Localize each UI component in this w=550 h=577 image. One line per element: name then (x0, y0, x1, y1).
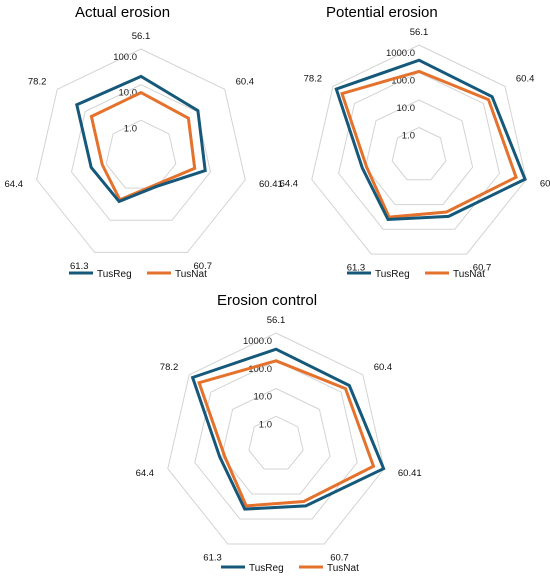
chart-title: Erosion control (217, 292, 317, 309)
series-line-tusnat (340, 69, 518, 219)
category-label: 60.7 (330, 553, 349, 564)
ring-label: 100.0 (248, 364, 272, 375)
chart-legend: TusReg TusNat (221, 563, 359, 574)
ring-label: 100.0 (113, 52, 137, 63)
category-label: 56.1 (267, 315, 286, 326)
grid-ring (391, 126, 447, 181)
legend-label: TusNat (453, 269, 485, 280)
grid-ring (105, 119, 177, 189)
category-label: 60.41 (540, 179, 550, 190)
series-line-tusreg (190, 347, 386, 511)
category-label: 60.7 (194, 261, 213, 272)
category-label: 61.3 (203, 553, 222, 564)
ring-label: 1000.0 (386, 48, 415, 59)
ring-label: 1000.0 (243, 336, 272, 347)
grid-ring (221, 387, 331, 495)
ring-label: 1.0 (124, 123, 137, 134)
category-label: 61.3 (70, 261, 89, 272)
chart-legend: TusReg TusNat (69, 269, 207, 280)
ring-label: 1.0 (402, 131, 415, 142)
ring-label: 100.0 (391, 76, 415, 87)
category-label: 56.1 (132, 31, 151, 42)
chart-title: Actual erosion (75, 4, 170, 21)
grid-ring (194, 360, 358, 520)
category-label: 60.4 (516, 74, 535, 85)
legend-label: TusReg (97, 269, 132, 280)
category-label: 78.2 (160, 362, 179, 373)
category-label: 60.4 (236, 77, 255, 88)
category-label: 60.7 (473, 263, 492, 274)
category-label: 64.4 (136, 468, 155, 479)
radar-chart-2: 1.0 10.0 100.0 1000.0 56.1 60.4 60.41 60.7 61.3 6… (280, 4, 550, 280)
grid-ring (364, 99, 474, 206)
radar-chart-1: 1.0 10.0 100.0 56.1 60.4 60.41 60.7 61.3 64.4 78.… (5, 4, 283, 280)
ring-label: 1.0 (259, 419, 272, 430)
category-label: 64.4 (280, 179, 299, 190)
grid-ring (248, 415, 304, 470)
legend-label: TusReg (375, 269, 410, 280)
category-label: 64.4 (5, 179, 24, 190)
series-line-tusreg (75, 74, 207, 204)
series-line-tusreg (334, 58, 527, 222)
legend-label: TusNat (175, 269, 207, 280)
grid-ring (338, 71, 500, 230)
chart-legend: TusReg TusNat (347, 269, 485, 280)
radar-chart-3: 1.0 10.0 100.0 1000.0 56.1 60.4 60.41 60.7 61.3 6… (136, 292, 422, 574)
category-label: 78.2 (304, 74, 323, 85)
legend-label: TusNat (327, 563, 359, 574)
category-label: 60.41 (259, 179, 283, 190)
ring-label: 10.0 (254, 392, 273, 403)
grid-ring (36, 48, 246, 253)
category-label: 60.4 (374, 362, 393, 373)
category-label: 61.3 (347, 263, 366, 274)
grid-ring (311, 44, 527, 255)
ring-label: 10.0 (397, 103, 416, 114)
grid-ring (167, 332, 385, 545)
category-label: 60.41 (398, 468, 422, 479)
category-label: 56.1 (410, 27, 429, 38)
category-label: 78.2 (28, 77, 47, 88)
chart-title: Potential erosion (326, 4, 438, 21)
ring-label: 10.0 (119, 88, 138, 99)
legend-label: TusReg (249, 563, 284, 574)
series-line-tusnat (197, 359, 376, 508)
series-line-tusnat (89, 90, 197, 202)
